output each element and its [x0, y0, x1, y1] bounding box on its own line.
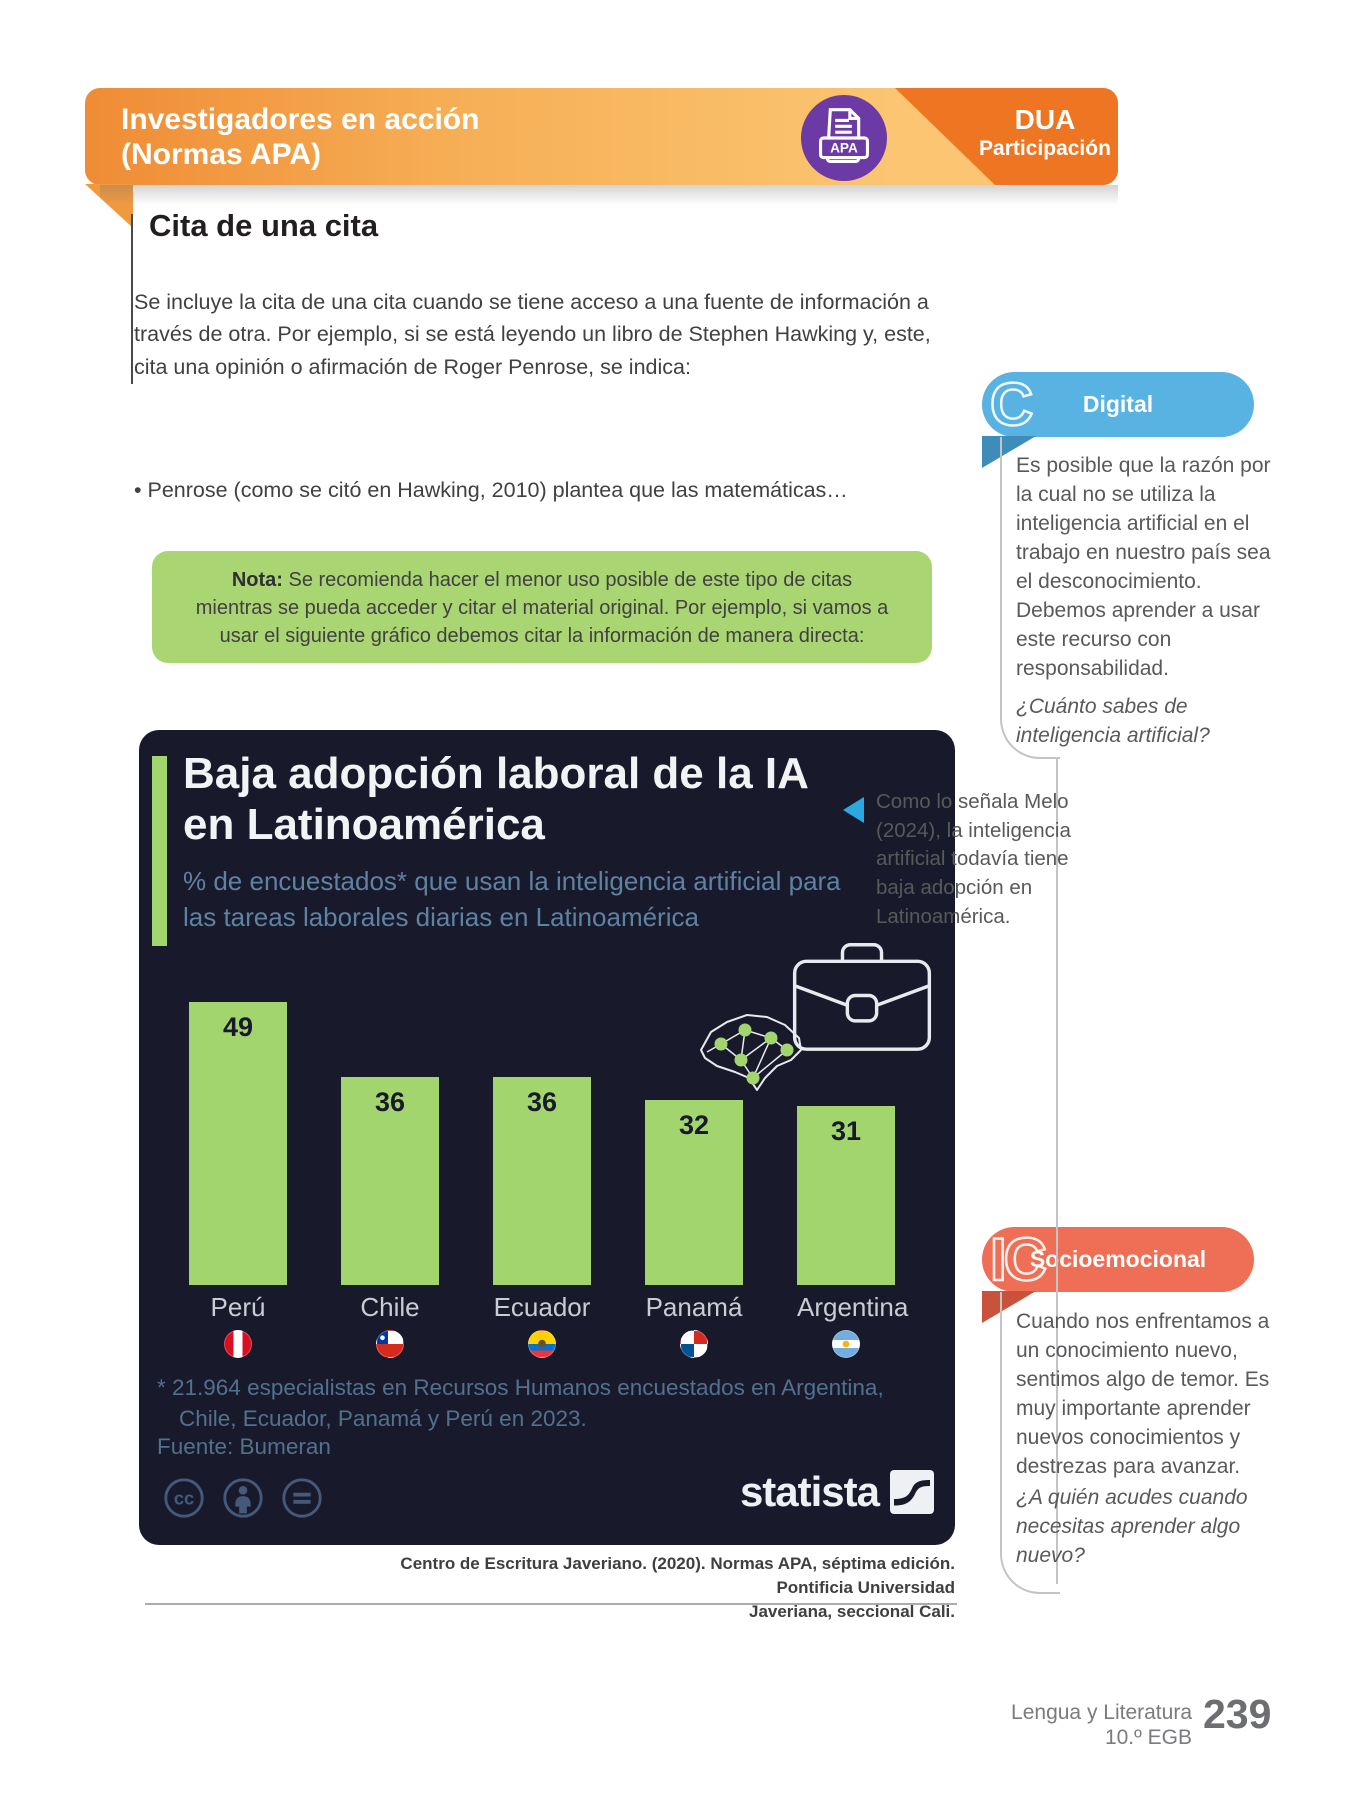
page-heading: Cita de una cita: [149, 208, 379, 243]
digital-title: Digital: [1082, 391, 1154, 417]
ai-brain-network-icon: [687, 998, 822, 1103]
caption-rule: [145, 1603, 957, 1605]
heading-rule: [131, 214, 133, 384]
digital-box-header: C Digital: [982, 372, 1254, 437]
banner-title-line1: Investigadores en acción: [121, 103, 480, 136]
chart-plot: 49 36 36 32 31: [189, 1002, 895, 1285]
bar-column: 49: [189, 1002, 287, 1285]
chart-annotation: Como lo señala Melo (2024), la inteligen…: [876, 790, 1071, 928]
section-banner: Investigadores en acción (Normas APA) DU…: [85, 88, 1118, 185]
cc-icon: cc: [164, 1478, 204, 1518]
chart-source: Fuente: Bumeran: [157, 1434, 331, 1459]
digital-question: ¿Cuánto sabes de inteligencia artificial…: [1016, 694, 1210, 747]
chart-footnote: * 21.964 especialistas en Recursos Human…: [157, 1375, 884, 1431]
socioemocional-box-body: Cuando nos enfrentamos a un conocimiento…: [1016, 1308, 1278, 1571]
briefcase-icon: [787, 935, 937, 1062]
ecuador-flag: [528, 1330, 556, 1358]
figure-caption: Centro de Escritura Javeriano. (2020). N…: [400, 1554, 955, 1621]
bar-column: 31: [797, 1002, 895, 1285]
banner-title: Investigadores en acción (Normas APA): [121, 102, 479, 173]
chile-flag: [376, 1330, 404, 1358]
category-label: Perú: [210, 1292, 266, 1322]
peru-flag: [224, 1330, 252, 1358]
page-number: 239: [1203, 1691, 1272, 1737]
bar-value: 49: [222, 1012, 254, 1042]
bar-value: 32: [678, 1110, 710, 1141]
dua-label: DUA Participación: [979, 104, 1111, 160]
bar-Ecuador: 36: [493, 1077, 591, 1285]
banner-title-line2: (Normas APA): [121, 138, 322, 172]
bar-column: 36: [493, 1002, 591, 1285]
bar-Argentina: 31: [797, 1105, 895, 1285]
ic-outline-glyph: IC: [989, 1226, 1049, 1293]
chart-title-accent-bar: [152, 756, 167, 946]
bar-value: 36: [526, 1087, 558, 1118]
svg-text:cc: cc: [174, 1489, 194, 1509]
statista-logo: statista: [740, 1468, 935, 1516]
statista-wordmark: statista: [739, 1468, 880, 1515]
bar-value: 36: [374, 1087, 406, 1118]
statista-infographic: Baja adopción laboral de la IA en Latino…: [139, 730, 955, 1545]
bar-Perú: 49: [189, 1002, 287, 1285]
panama-flag: [680, 1330, 708, 1358]
bar-Panamá: 32: [645, 1100, 743, 1285]
chart-title: Baja adopción laboral de la IA en Latino…: [183, 749, 809, 850]
intro-paragraph: Se incluye la cita de una cita cuando se…: [134, 290, 931, 379]
socioemocional-title: Socioemocional: [1029, 1246, 1207, 1272]
banner-shadow: [100, 185, 1118, 205]
nota-box: Nota: Se recomienda hacer el menor uso p…: [152, 551, 932, 663]
connector-line: [1056, 757, 1058, 1584]
chart-country-flags: [189, 1330, 895, 1358]
citation-example: • Penrose (como se citó en Hawking, 2010…: [134, 478, 848, 502]
no-derivatives-icon: [282, 1478, 322, 1518]
bar-Chile: 36: [341, 1077, 439, 1285]
left-arrow-icon: [843, 797, 864, 823]
socioemocional-box-header: IC Socioemocional: [982, 1227, 1254, 1292]
category-label: Ecuador: [493, 1292, 591, 1322]
apa-document-icon: APA: [800, 94, 888, 182]
chart-subtitle: % de encuestados* que usan la inteligenc…: [183, 866, 841, 932]
attribution-icon: [223, 1478, 263, 1518]
bar-column: 36: [341, 1002, 439, 1285]
apa-badge-text: APA: [830, 141, 858, 156]
nota-text: Se recomienda hacer el menor uso posible…: [195, 569, 889, 647]
socioemocional-question: ¿A quién acudes cuando necesitas aprende…: [1016, 1485, 1248, 1567]
c-outline-glyph: C: [989, 371, 1035, 438]
bar-column: 32: [645, 1002, 743, 1285]
footer-course-label: Lengua y Literatura 10.º EGB: [1011, 1701, 1192, 1750]
digital-box-body: Es posible que la razón por la cual no s…: [1016, 452, 1278, 751]
category-label: Panamá: [645, 1292, 743, 1322]
license-icons: cc: [161, 1475, 325, 1521]
statista-logo-mark: [890, 1470, 934, 1514]
bar-value: 31: [830, 1115, 862, 1146]
category-label: Chile: [360, 1292, 420, 1322]
argentina-flag: [832, 1330, 860, 1358]
chart-category-labels: Perú Chile Ecuador Panamá Argentina: [189, 1292, 909, 1323]
category-label: Argentina: [797, 1292, 909, 1322]
nota-label: Nota:: [231, 569, 283, 591]
